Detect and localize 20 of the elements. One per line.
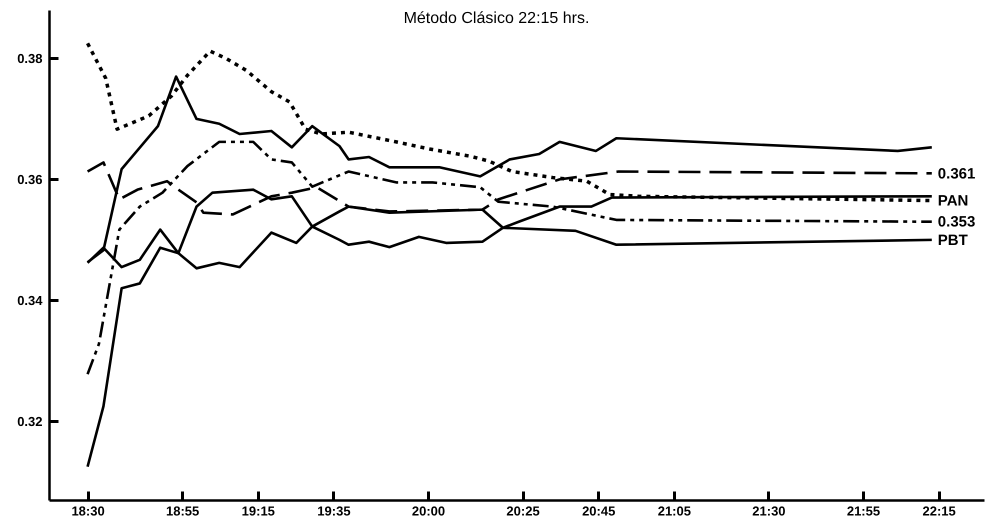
x-tick-label: 18:55: [166, 504, 200, 518]
y-tick-label: 0.36: [17, 172, 42, 187]
x-tick-label: 21:05: [658, 504, 691, 518]
series-label: 0.353: [938, 214, 976, 231]
series-label: 0.361: [938, 165, 976, 182]
series-label: PAN: [938, 192, 968, 210]
x-tick-label: 20:25: [506, 504, 540, 518]
x-tick-label: 21:55: [846, 504, 880, 518]
x-tick-label: 19:15: [242, 504, 275, 518]
series-label: PBT: [938, 232, 968, 249]
x-tick-label: 22:15: [922, 504, 956, 518]
x-tick-label: 20:00: [412, 504, 446, 518]
y-tick-label: 0.32: [17, 414, 42, 429]
y-tick-label: 0.34: [17, 292, 44, 308]
x-tick-label: 20:45: [582, 504, 616, 518]
x-tick-label: 19:35: [317, 504, 351, 518]
y-tick-label: 0.38: [17, 50, 42, 66]
x-tick-label: 21:30: [752, 504, 786, 518]
x-tick-label: 18:30: [71, 504, 105, 518]
chart-title: Método Clásico 22:15 hrs.: [404, 10, 590, 27]
